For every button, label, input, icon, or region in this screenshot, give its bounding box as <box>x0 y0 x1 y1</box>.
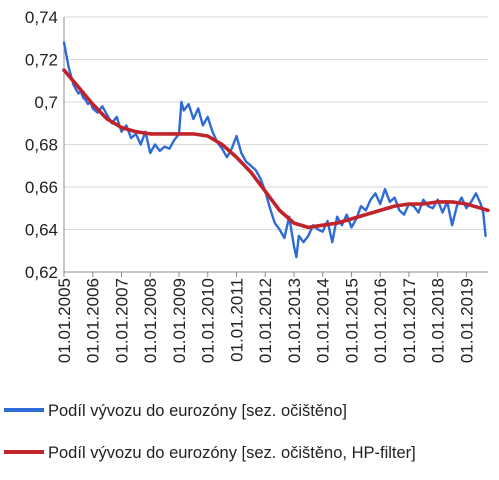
legend-label: Podíl vývozu do eurozóny [sez. očištěno] <box>48 402 347 420</box>
x-tick-label: 01.01.2015 <box>342 278 361 363</box>
gridlines <box>64 16 488 273</box>
x-tick-label: 01.01.2012 <box>256 278 275 363</box>
y-tick-labels: 0,62 0,64 0,66 0,68 0,7 0,72 0,74 <box>25 8 58 282</box>
series-lines <box>62 41 490 259</box>
x-tick-label: 01.01.2018 <box>429 278 448 363</box>
axes <box>63 17 488 277</box>
x-tick-labels: 01.01.2005 01.01.2006 01.01.2007 01.01.2008… <box>55 278 476 363</box>
y-tick-label: 0,68 <box>25 136 58 155</box>
x-tick-label: 01.01.2007 <box>112 278 131 363</box>
x-tick-label: 01.01.2006 <box>84 278 103 363</box>
x-tick-label: 01.01.2016 <box>371 278 390 363</box>
x-tick-label: 01.01.2013 <box>285 278 304 363</box>
x-tick-label: 01.01.2014 <box>314 278 333 363</box>
series-line-hp-filter <box>62 68 490 230</box>
x-tick-label: 01.01.2011 <box>227 278 246 362</box>
x-tick-label: 01.01.2005 <box>55 278 74 363</box>
y-tick-label: 0,7 <box>34 93 58 112</box>
x-tick-label: 01.01.2009 <box>170 278 189 363</box>
legend: Podíl vývozu do eurozóny [sez. očištěno]… <box>4 402 416 462</box>
x-tick-label: 01.01.2017 <box>400 278 419 363</box>
y-tick-label: 0,64 <box>25 221 58 240</box>
x-tick-label: 01.01.2008 <box>141 278 160 363</box>
series-line-seasonally-adjusted <box>62 41 487 259</box>
y-tick-label: 0,72 <box>25 51 58 70</box>
x-tick-label: 01.01.2019 <box>457 278 476 363</box>
y-tick-label: 0,62 <box>25 263 58 282</box>
legend-label: Podíl vývozu do eurozóny [sez. očištěno,… <box>48 444 416 462</box>
y-tick-label: 0,66 <box>25 178 58 197</box>
x-tick-label: 01.01.2010 <box>199 278 218 363</box>
y-tick-label: 0,74 <box>25 8 58 27</box>
